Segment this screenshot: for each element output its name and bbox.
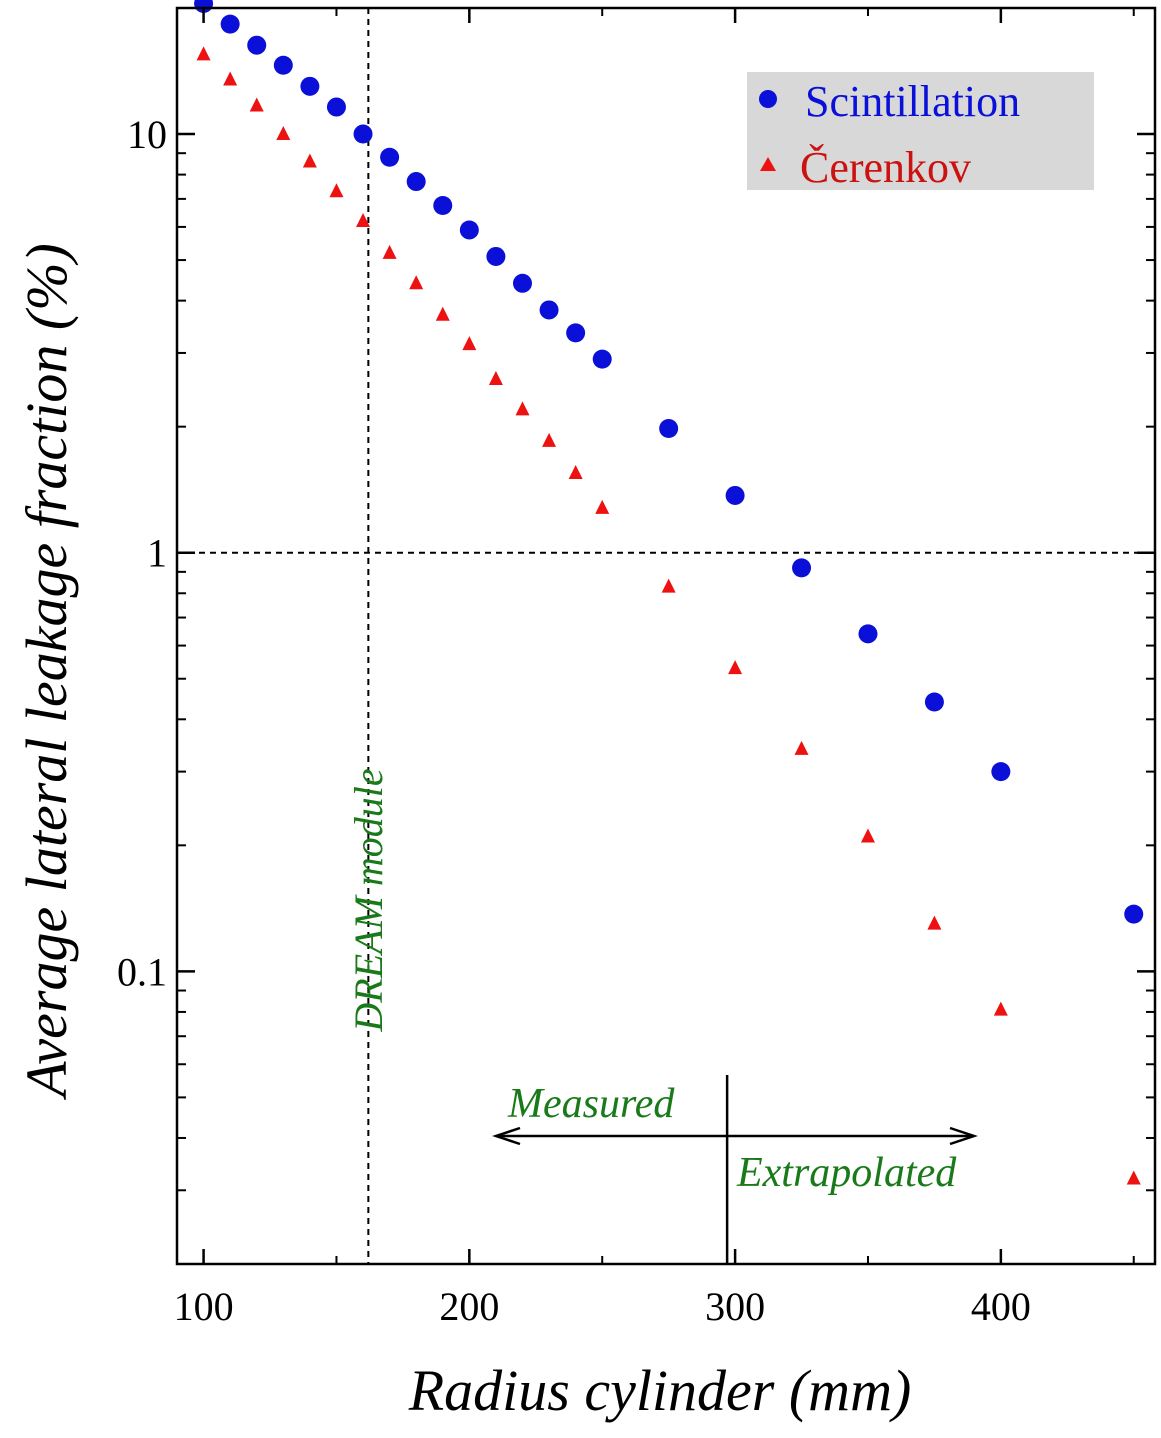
data-point-cerenkov — [794, 740, 809, 755]
extrapolated-label: Extrapolated — [736, 1150, 957, 1196]
data-point-scintillation — [486, 246, 506, 266]
legend: Scintillation Čerenkov — [747, 72, 1094, 192]
y-axis-title: Average lateral leakage fraction (%) — [14, 243, 79, 1101]
data-point-scintillation — [459, 220, 479, 240]
data-point-cerenkov — [329, 183, 344, 198]
data-point-scintillation — [1124, 904, 1144, 924]
data-point-scintillation — [924, 692, 944, 712]
data-point-cerenkov — [515, 401, 530, 416]
data-point-cerenkov — [223, 71, 238, 86]
data-point-scintillation — [406, 172, 426, 192]
x-axis-title: Radius cylinder (mm) — [408, 1358, 912, 1423]
data-point-cerenkov — [435, 306, 450, 321]
data-point-cerenkov — [927, 915, 942, 930]
data-point-scintillation — [326, 97, 346, 117]
legend-label-cerenkov: Čerenkov — [800, 143, 971, 192]
data-point-scintillation — [792, 558, 812, 578]
measured-arrow-head — [492, 1126, 521, 1146]
extrapolated-arrow-head — [949, 1126, 978, 1146]
data-point-cerenkov — [382, 244, 397, 259]
dream-module-label: DREAM module — [346, 768, 391, 1032]
data-point-cerenkov — [728, 660, 743, 675]
data-point-cerenkov — [249, 97, 264, 112]
data-point-scintillation — [592, 349, 612, 369]
data-point-scintillation — [725, 485, 745, 505]
data-point-cerenkov — [860, 828, 875, 843]
data-point-scintillation — [991, 762, 1011, 782]
plot-frame — [175, 6, 1157, 1266]
data-points — [194, 0, 1144, 1185]
data-point-scintillation — [273, 55, 293, 75]
x-tick-label: 400 — [971, 1284, 1031, 1329]
data-point-scintillation — [659, 418, 679, 438]
y-tick-label: 1 — [147, 531, 167, 576]
x-tick-label: 100 — [174, 1284, 234, 1329]
data-point-scintillation — [512, 273, 532, 293]
x-tick-label: 300 — [705, 1284, 765, 1329]
axis-ticks: 100 200 300 400 0.1 1 10 — [117, 8, 1155, 1329]
data-point-scintillation — [380, 147, 400, 167]
data-point-scintillation — [353, 124, 373, 144]
measured-label: Measured — [507, 1081, 675, 1127]
y-tick-label: 0.1 — [117, 949, 167, 994]
data-point-cerenkov — [356, 212, 371, 227]
legend-marker-cerenkov — [760, 157, 776, 171]
x-tick-label: 200 — [439, 1284, 499, 1329]
data-point-cerenkov — [462, 336, 477, 351]
data-point-cerenkov — [568, 465, 583, 480]
legend-label-scintillation: Scintillation — [805, 77, 1020, 126]
data-point-scintillation — [566, 323, 586, 343]
data-point-cerenkov — [993, 1001, 1008, 1016]
data-point-cerenkov — [409, 275, 424, 290]
data-point-scintillation — [300, 76, 320, 96]
reference-lines — [177, 8, 1155, 1264]
data-point-cerenkov — [196, 46, 211, 61]
data-point-scintillation — [247, 35, 267, 55]
annotations: DREAM module Measured Extrapolated — [346, 768, 978, 1196]
data-point-scintillation — [194, 0, 214, 14]
data-point-scintillation — [858, 624, 878, 644]
legend-marker-scintillation — [759, 90, 777, 108]
data-point-scintillation — [433, 195, 453, 215]
data-point-cerenkov — [302, 153, 317, 168]
data-point-cerenkov — [1126, 1170, 1141, 1185]
y-tick-label: 10 — [127, 112, 167, 157]
data-point-cerenkov — [661, 578, 676, 593]
data-point-cerenkov — [276, 126, 291, 141]
data-point-cerenkov — [542, 432, 557, 447]
data-point-scintillation — [539, 300, 559, 320]
data-point-cerenkov — [488, 370, 503, 385]
data-point-cerenkov — [595, 499, 610, 514]
legend-box — [747, 72, 1094, 190]
data-point-scintillation — [220, 14, 240, 34]
